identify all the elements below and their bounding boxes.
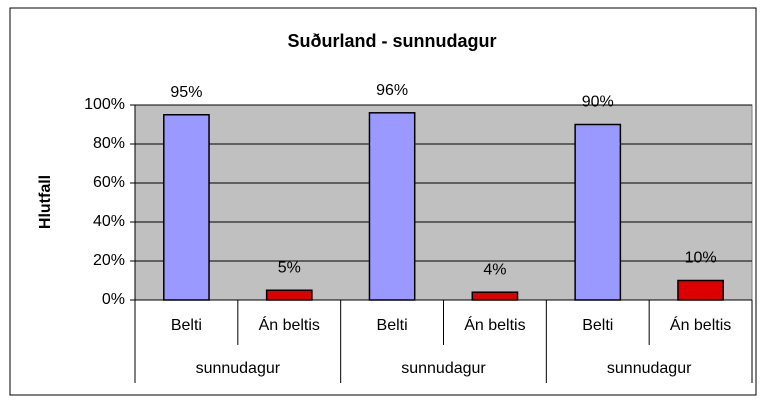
x-tick-label: Belti: [377, 317, 408, 334]
bar: [677, 279, 724, 301]
data-label: 95%: [170, 84, 202, 101]
bar: [265, 289, 313, 301]
data-label: 96%: [376, 82, 408, 99]
group-label: sunnudagur: [196, 360, 281, 377]
data-label: 4%: [483, 261, 506, 278]
x-tick-label: Belti: [582, 317, 613, 334]
y-tick-label: 80%: [93, 135, 125, 152]
x-tick-label: Belti: [171, 317, 202, 334]
bar: [574, 123, 622, 301]
chart-title: Suðurland - sunnudagur: [288, 31, 497, 51]
y-tick-label: 0%: [102, 291, 125, 308]
y-axis-label: Hlutfall: [37, 175, 54, 229]
y-tick-label: 20%: [93, 252, 125, 269]
data-label: 5%: [278, 259, 301, 276]
plot-area: [134, 104, 753, 301]
data-label: 10%: [685, 250, 717, 267]
group-label: sunnudagur: [401, 360, 486, 377]
data-label: 90%: [582, 94, 614, 111]
y-tick-label: 100%: [84, 96, 125, 113]
y-tick-label: 40%: [93, 213, 125, 230]
bar: [368, 112, 416, 301]
y-tick-label: 60%: [93, 174, 125, 191]
x-tick-label: Án beltis: [670, 315, 731, 334]
bar: [471, 291, 519, 301]
x-tick-label: Án beltis: [259, 315, 320, 334]
x-tick-label: Án beltis: [464, 315, 525, 334]
group-label: sunnudagur: [607, 360, 692, 377]
bar: [163, 114, 210, 301]
